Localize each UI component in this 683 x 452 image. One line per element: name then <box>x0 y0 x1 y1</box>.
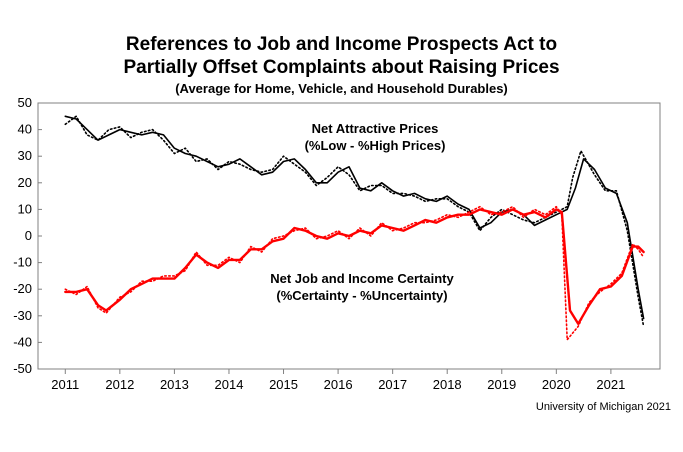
series-line-certainty-smoothed <box>64 208 645 325</box>
x-tick-label: 2018 <box>433 377 462 392</box>
y-tick-label: 20 <box>18 175 32 190</box>
y-tick-label: -50 <box>13 361 32 376</box>
y-tick-label: 0 <box>25 228 32 243</box>
x-tick-label: 2021 <box>596 377 625 392</box>
chart-title-line-2: Partially Offset Complaints about Raisin… <box>123 57 560 78</box>
y-tick-label: 50 <box>18 95 32 110</box>
y-tick-label: 10 <box>18 201 32 216</box>
y-axis: 50 40 30 20 10 0 -10 -20 -30 -40 -50 <box>13 95 42 376</box>
y-tick-label: 30 <box>18 148 32 163</box>
annotation-attractive-sub: (%Low - %High Prices) <box>305 138 446 153</box>
series-line-attractive-smoothed <box>64 115 645 320</box>
x-tick-label: 2015 <box>269 377 298 392</box>
x-tick-label: 2016 <box>324 377 353 392</box>
annotation-certainty-label: Net Job and Income Certainty <box>270 271 454 286</box>
series-line-certainty-monthly <box>64 205 645 341</box>
chart-subtitle: (Average for Home, Vehicle, and Househol… <box>175 81 508 96</box>
series-line-attractive-monthly <box>64 115 645 328</box>
x-tick-label: 2014 <box>215 377 244 392</box>
source-credit: University of Michigan 2021 <box>535 401 671 413</box>
x-axis: 2011 2012 2013 2014 2015 2016 2017 2018 2019 2020… <box>51 369 625 392</box>
x-tick-label: 2019 <box>487 377 516 392</box>
x-tick-label: 2017 <box>378 377 407 392</box>
y-tick-label: -40 <box>13 334 32 349</box>
y-tick-label: 40 <box>18 122 32 137</box>
x-tick-label: 2020 <box>542 377 571 392</box>
series-group <box>64 115 645 341</box>
y-tick-label: -30 <box>13 308 32 323</box>
y-tick-label: -10 <box>13 255 32 270</box>
annotation-attractive-label: Net Attractive Prices <box>312 121 439 136</box>
y-tick-label: -20 <box>13 281 32 296</box>
x-tick-label: 2013 <box>160 377 189 392</box>
annotation-certainty-sub: (%Certainty - %Uncertainty) <box>276 288 447 303</box>
x-tick-label: 2011 <box>51 377 79 392</box>
chart-title-line-1: References to Job and Income Prospects A… <box>125 34 558 55</box>
x-tick-label: 2012 <box>105 377 134 392</box>
